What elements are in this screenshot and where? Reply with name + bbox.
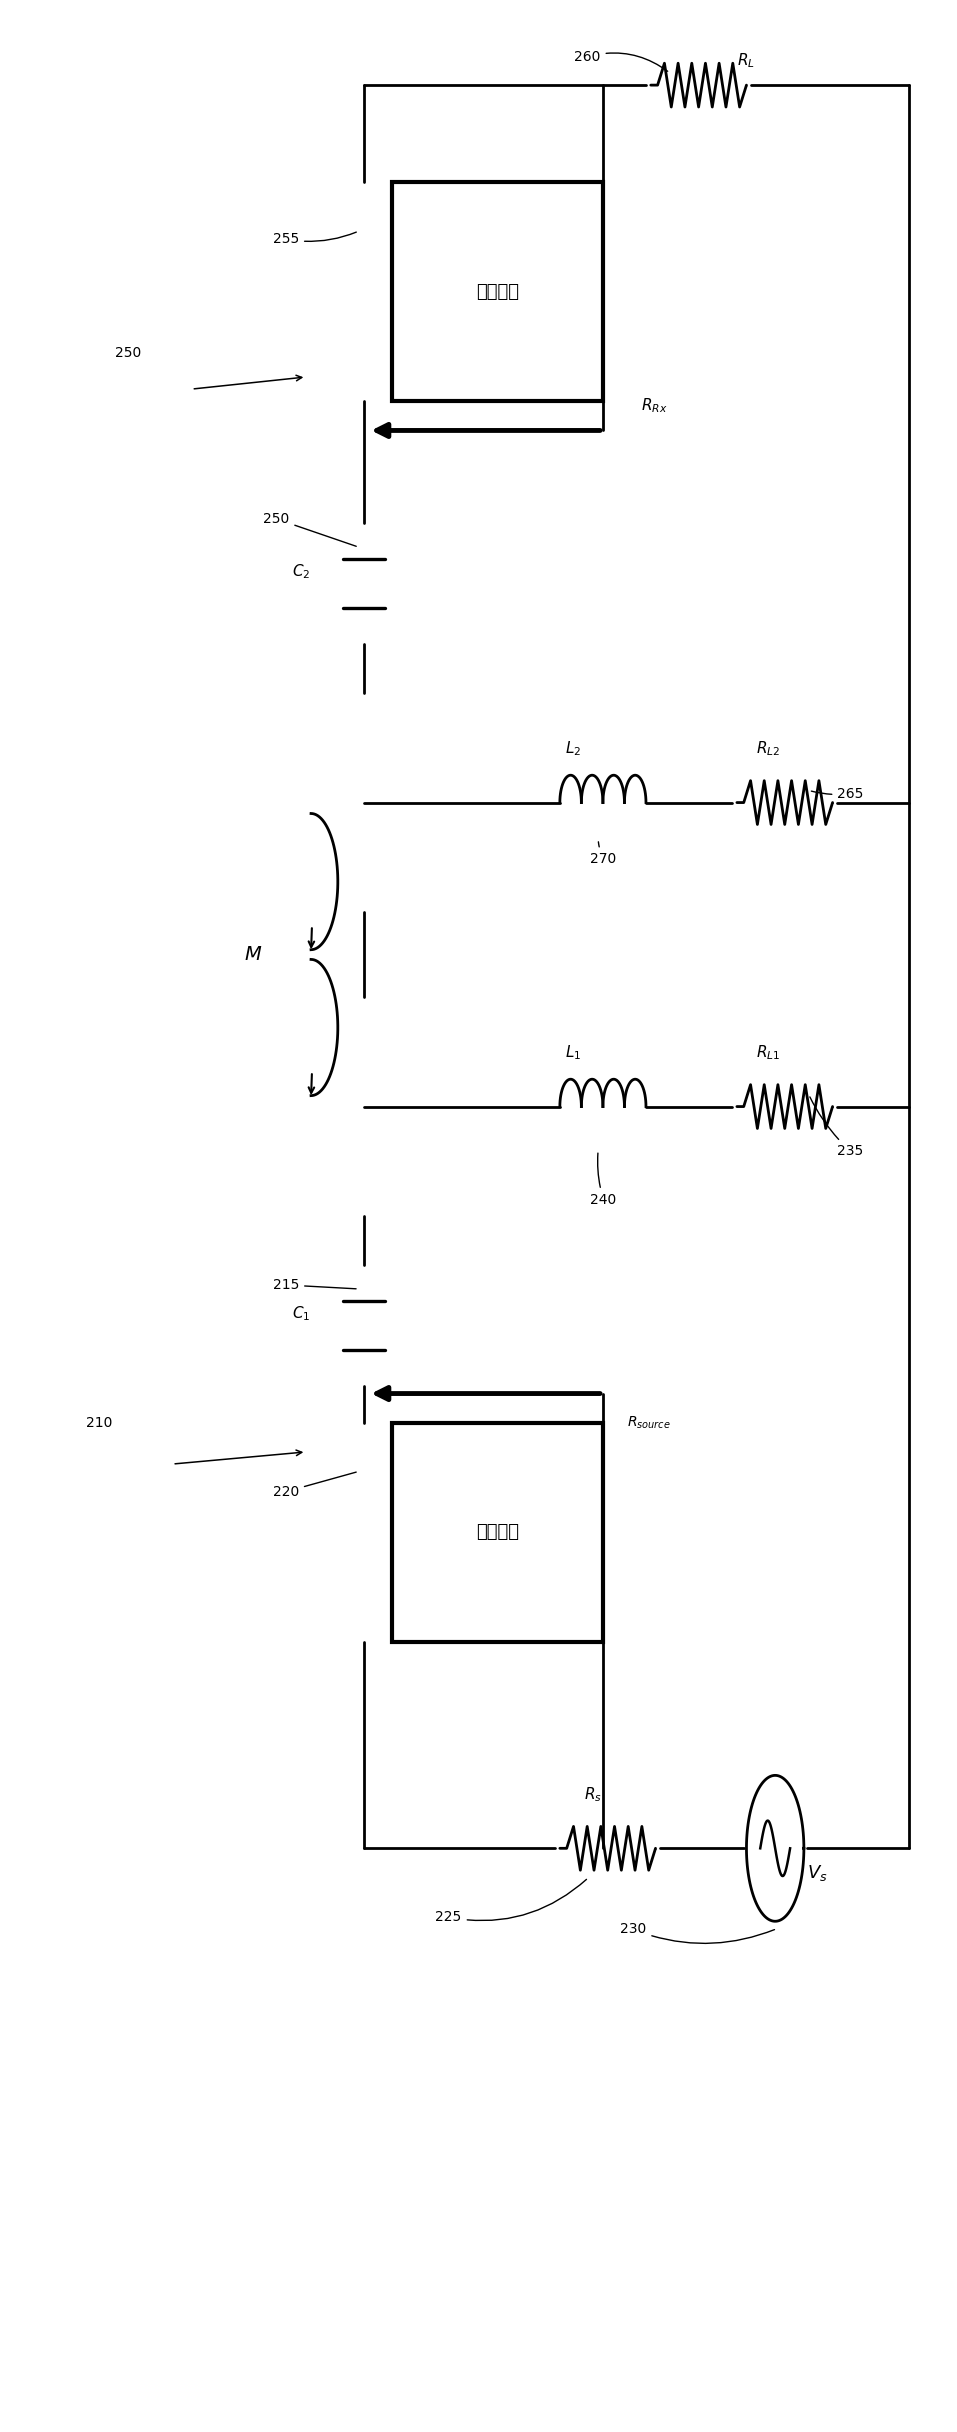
Text: $L_1$: $L_1$: [565, 1043, 581, 1063]
Bar: [392, 182, 603, 401]
Text: $M$: $M$: [244, 946, 263, 963]
Text: 260: 260: [574, 49, 668, 71]
Text: 匹配网络: 匹配网络: [477, 1522, 519, 1542]
Text: $C_2$: $C_2$: [292, 562, 310, 581]
Text: 225: 225: [435, 1880, 587, 1924]
Text: 265: 265: [812, 786, 864, 800]
Text: 220: 220: [273, 1471, 356, 1498]
Text: 250: 250: [263, 511, 356, 547]
Text: 250: 250: [115, 345, 141, 360]
Text: 270: 270: [590, 841, 616, 866]
Text: $L_2$: $L_2$: [565, 739, 581, 759]
Text: 240: 240: [590, 1153, 616, 1206]
Text: $R_{Rx}$: $R_{Rx}$: [641, 396, 668, 416]
Text: $R_{L1}$: $R_{L1}$: [756, 1043, 780, 1063]
Text: $V_s$: $V_s$: [807, 1863, 828, 1882]
Text: 210: 210: [86, 1415, 113, 1430]
Text: $R_{source}$: $R_{source}$: [627, 1415, 671, 1430]
Text: 215: 215: [273, 1277, 356, 1291]
Text: $R_{L2}$: $R_{L2}$: [756, 739, 780, 759]
Text: 235: 235: [810, 1097, 863, 1158]
Text: 230: 230: [620, 1921, 774, 1943]
Text: $R_L$: $R_L$: [737, 51, 755, 71]
Text: 255: 255: [273, 231, 356, 246]
Text: 匹配网络: 匹配网络: [477, 282, 519, 302]
Text: $C_1$: $C_1$: [292, 1304, 310, 1323]
Bar: [392, 1423, 603, 1642]
Text: $R_s$: $R_s$: [584, 1785, 602, 1805]
